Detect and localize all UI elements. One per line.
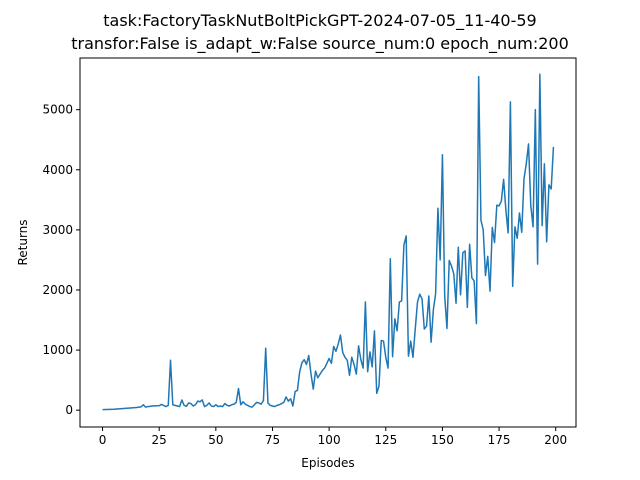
y-tick-label: 4000 [42, 163, 73, 177]
x-tick-label: 50 [208, 433, 223, 447]
series-line-0 [102, 73, 555, 411]
y-tick-label: 2000 [42, 283, 73, 297]
y-tick-label: 0 [65, 403, 73, 417]
y-tick-label: 1000 [42, 343, 73, 357]
x-tick-label: 100 [318, 433, 341, 447]
y-axis: 0 1000 2000 3000 4000 5000 [42, 103, 80, 417]
x-axis: 0 25 50 75 100 125 150 175 200 [99, 427, 567, 447]
x-tick-label: 75 [265, 433, 280, 447]
series-layer [102, 73, 555, 411]
chart-subtitle: transfor:False is_adapt_w:False source_n… [71, 34, 569, 53]
plot-frame [79, 57, 577, 428]
x-tick-label: 150 [431, 433, 454, 447]
x-tick-label: 0 [99, 433, 107, 447]
x-tick-label: 200 [544, 433, 567, 447]
chart-title: task:FactoryTaskNutBoltPickGPT-2024-07-0… [103, 11, 537, 30]
x-tick-label: 175 [488, 433, 511, 447]
x-tick-label: 125 [374, 433, 397, 447]
y-tick-label: 5000 [42, 103, 73, 117]
y-axis-label: Returns [16, 219, 30, 265]
y-tick-label: 3000 [42, 223, 73, 237]
x-tick-label: 25 [152, 433, 167, 447]
x-axis-label: Episodes [301, 456, 354, 470]
